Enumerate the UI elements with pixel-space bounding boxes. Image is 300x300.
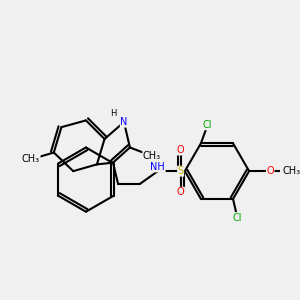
Text: CH₃: CH₃	[282, 166, 300, 176]
Text: O: O	[266, 166, 274, 176]
Text: O: O	[177, 145, 184, 155]
Text: Cl: Cl	[232, 213, 242, 223]
Text: S: S	[178, 166, 184, 176]
Text: CH₃: CH₃	[22, 154, 40, 164]
Text: O: O	[177, 187, 184, 197]
Text: NH: NH	[150, 162, 165, 172]
Text: H: H	[110, 109, 116, 118]
Text: Cl: Cl	[203, 120, 212, 130]
Text: N: N	[120, 117, 128, 127]
Text: CH₃: CH₃	[143, 151, 161, 161]
